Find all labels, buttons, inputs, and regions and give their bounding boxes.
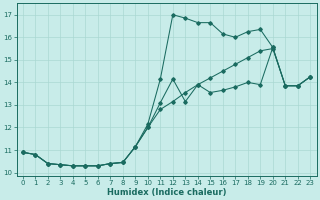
X-axis label: Humidex (Indice chaleur): Humidex (Indice chaleur) — [107, 188, 226, 197]
